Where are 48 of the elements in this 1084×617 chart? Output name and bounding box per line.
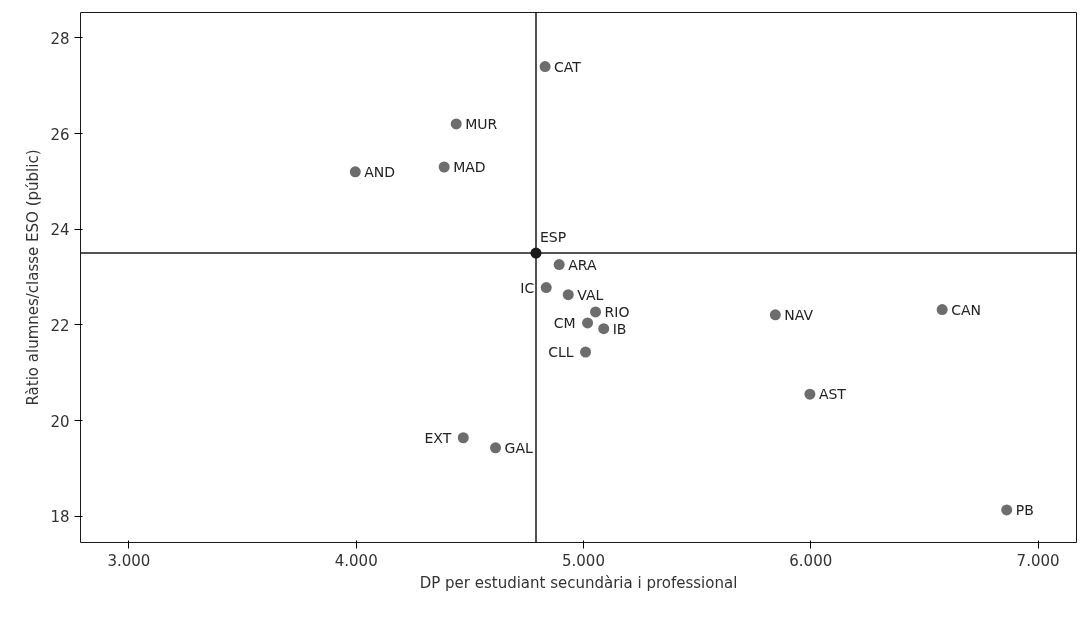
annotation: PB bbox=[1015, 501, 1034, 518]
point bbox=[936, 304, 948, 316]
point bbox=[590, 306, 602, 318]
point bbox=[553, 259, 565, 271]
annotation: NAV bbox=[784, 306, 814, 323]
annotation: CAT bbox=[554, 58, 582, 75]
y-tick-label: 18 bbox=[50, 508, 70, 527]
point bbox=[769, 309, 781, 321]
y-tick-label: 24 bbox=[50, 221, 70, 240]
x-tick-label: 4.000 bbox=[334, 551, 378, 570]
y-tick-label: 26 bbox=[50, 125, 70, 144]
annotation: MAD bbox=[453, 159, 486, 175]
annotation: AST bbox=[818, 386, 847, 403]
annotation: IC bbox=[520, 279, 535, 296]
point bbox=[438, 161, 450, 173]
x-tick-label: 7.000 bbox=[1016, 551, 1060, 570]
point bbox=[1001, 504, 1013, 516]
point bbox=[804, 388, 816, 400]
y-axis-title: Ràtio alumnes/classe ESO (públic) bbox=[24, 149, 43, 406]
annotation: GAL bbox=[504, 439, 533, 456]
x-tick-label: 6.000 bbox=[789, 551, 833, 570]
point bbox=[598, 323, 610, 335]
annotation: CAN bbox=[951, 301, 981, 318]
annotation: MUR bbox=[465, 115, 498, 132]
annotation: IB bbox=[612, 320, 627, 337]
point bbox=[457, 432, 469, 444]
x-tick-label: 5.000 bbox=[562, 551, 605, 570]
y-tick-label: 20 bbox=[50, 412, 70, 431]
point bbox=[490, 442, 502, 454]
annotation: ARA bbox=[568, 256, 597, 273]
point bbox=[450, 118, 462, 130]
annotation: ESP bbox=[540, 229, 567, 246]
annotation: EXT bbox=[424, 429, 452, 446]
point bbox=[562, 289, 574, 301]
point bbox=[349, 166, 361, 178]
annotation: CLL bbox=[548, 344, 574, 361]
y-tick-label: 22 bbox=[50, 316, 70, 335]
y-tick-label: 28 bbox=[50, 29, 70, 48]
annotation: CM bbox=[553, 314, 576, 331]
point bbox=[582, 317, 594, 329]
annotation: AND bbox=[364, 163, 396, 180]
x-axis-title: DP per estudiant secundària i professional bbox=[419, 573, 738, 592]
x-tick-label: 3.000 bbox=[107, 551, 151, 570]
point bbox=[540, 282, 552, 294]
point bbox=[539, 61, 551, 73]
annotation: RIO bbox=[604, 303, 630, 320]
point bbox=[580, 346, 592, 358]
annotation: VAL bbox=[577, 286, 604, 303]
